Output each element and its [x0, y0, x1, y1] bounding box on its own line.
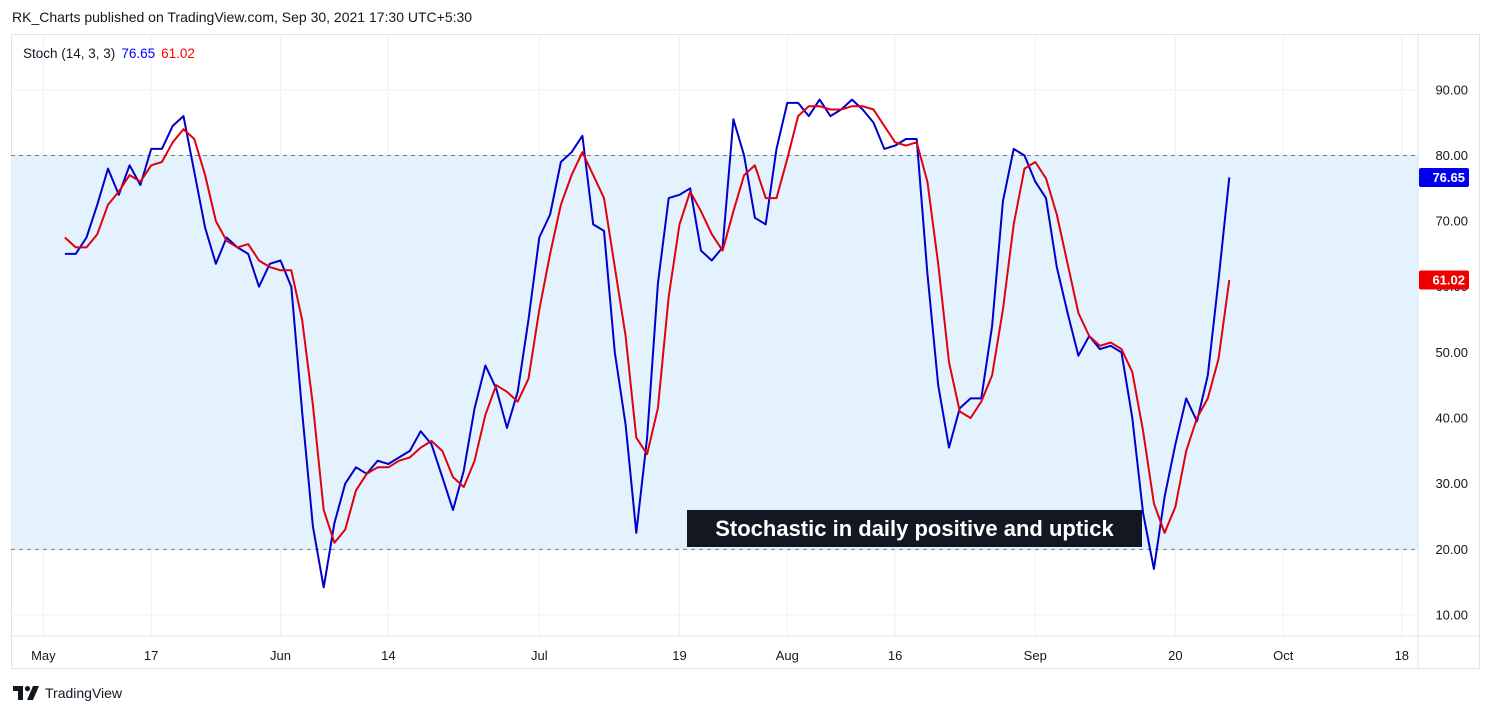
- d-line[interactable]: [64, 105, 1231, 544]
- x-tick-label: Aug: [776, 648, 799, 663]
- indicator-legend[interactable]: Stoch (14, 3, 3) 76.65 61.02: [23, 46, 195, 61]
- x-tick-label: 16: [888, 648, 902, 663]
- x-tick-label: Jul: [531, 648, 548, 663]
- k-value: 76.65: [121, 46, 156, 61]
- x-tick-label: Sep: [1024, 648, 1047, 663]
- y-tick-label: 80.00: [1435, 148, 1468, 163]
- d-line-label-text: 61.02: [1432, 273, 1465, 288]
- x-tick-label: 19: [672, 648, 686, 663]
- x-tick-label: 20: [1168, 648, 1182, 663]
- k-line-last-value-label: 76.65: [1419, 167, 1469, 187]
- y-tick-label: 40.00: [1435, 411, 1468, 426]
- y-tick-label: 30.00: [1435, 476, 1468, 491]
- x-tick-label: Oct: [1273, 648, 1294, 663]
- x-tick-label: May: [31, 648, 56, 663]
- y-tick-label: 20.00: [1435, 542, 1468, 557]
- x-tick-label: 14: [381, 648, 395, 663]
- k-line-label-bg: [1419, 167, 1469, 187]
- y-tick-label: 70.00: [1435, 214, 1468, 229]
- x-tick-label: 17: [144, 648, 158, 663]
- annotation-bg: [687, 510, 1142, 547]
- k-line-label-text: 76.65: [1432, 170, 1465, 185]
- tradingview-logo-icon: [13, 686, 39, 700]
- y-tick-label: 90.00: [1435, 82, 1468, 97]
- x-tick-label: 18: [1395, 648, 1409, 663]
- footer-brand[interactable]: TradingView: [13, 685, 122, 701]
- brand-name: TradingView: [45, 685, 123, 701]
- d-value: 61.02: [161, 46, 195, 61]
- annotation-box[interactable]: Stochastic in daily positive and uptick: [687, 510, 1142, 547]
- indicator-label: Stoch (14, 3, 3): [23, 46, 116, 61]
- d-line-label-bg: [1419, 270, 1469, 290]
- d-line-last-value-label: 61.02: [1419, 270, 1469, 290]
- y-tick-label: 50.00: [1435, 345, 1468, 360]
- x-tick-label: Jun: [270, 648, 291, 663]
- k-line[interactable]: [64, 98, 1231, 589]
- y-tick-label: 10.00: [1435, 607, 1468, 622]
- annotation-text: Stochastic in daily positive and uptick: [715, 516, 1114, 541]
- publisher-header: RK_Charts published on TradingView.com, …: [12, 9, 473, 25]
